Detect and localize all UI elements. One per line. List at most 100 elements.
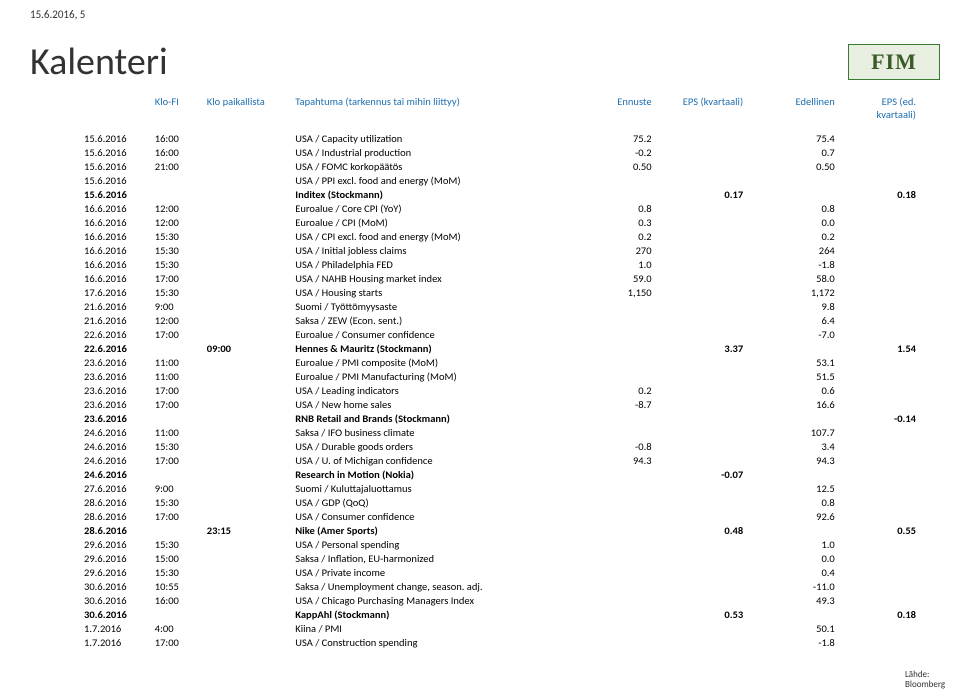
cell-fi: 15:30: [151, 537, 203, 551]
cell-pk: [203, 467, 291, 481]
cell-ev: Hennes & Mauritz (Stockmann): [291, 341, 593, 355]
cell-eps: [656, 481, 748, 495]
cell-en: 0.8: [593, 201, 655, 215]
cell-pk: [203, 201, 291, 215]
cell-eps: [656, 565, 748, 579]
cell-d: 15.6.2016: [80, 173, 151, 187]
fim-logo: FIM: [848, 44, 940, 80]
cell-fi: 15:30: [151, 257, 203, 271]
cell-en: [593, 355, 655, 369]
cell-d: 29.6.2016: [80, 537, 151, 551]
cell-d: 29.6.2016: [80, 565, 151, 579]
cell-pk: [203, 593, 291, 607]
cell-pk: [203, 257, 291, 271]
table-row: 16.6.201615:30USA / Philadelphia FED1.0-…: [80, 257, 920, 271]
cell-ed: [747, 523, 839, 537]
cell-en: [593, 537, 655, 551]
cell-ev: USA / New home sales: [291, 397, 593, 411]
cell-en: [593, 495, 655, 509]
cell-pk: [203, 383, 291, 397]
cell-en: [593, 607, 655, 621]
cell-d: 22.6.2016: [80, 341, 151, 355]
cell-eps: [656, 509, 748, 523]
cell-ed: 58.0: [747, 271, 839, 285]
cell-pk: [203, 537, 291, 551]
cell-ek: 0.55: [839, 523, 920, 537]
cell-ed: [747, 467, 839, 481]
cell-ek: [839, 537, 920, 551]
cell-ek: [839, 621, 920, 635]
cell-ek: [839, 243, 920, 257]
cell-d: 24.6.2016: [80, 453, 151, 467]
col-klopaik: Klo paikallista: [203, 89, 291, 131]
cell-d: 28.6.2016: [80, 495, 151, 509]
cell-eps: [656, 383, 748, 397]
cell-fi: [151, 467, 203, 481]
cell-ev: USA / PPI excl. food and energy (MoM): [291, 173, 593, 187]
cell-fi: 15:30: [151, 439, 203, 453]
cell-ev: Suomi / Työttömyysaste: [291, 299, 593, 313]
cell-ev: RNB Retail and Brands (Stockmann): [291, 411, 593, 425]
cell-fi: 17:00: [151, 271, 203, 285]
table-row: 15.6.2016Inditex (Stockmann)0.170.18: [80, 187, 920, 201]
cell-ek: [839, 299, 920, 313]
cell-pk: [203, 551, 291, 565]
cell-ek: [839, 593, 920, 607]
cell-eps: [656, 369, 748, 383]
cell-pk: [203, 313, 291, 327]
cell-ed: -1.8: [747, 635, 839, 649]
cell-ek: [839, 145, 920, 159]
cell-ed: 1.0: [747, 537, 839, 551]
cell-eps: [656, 131, 748, 145]
col-event: Tapahtuma (tarkennus tai mihin liittyy): [291, 89, 593, 131]
cell-ed: -1.8: [747, 257, 839, 271]
cell-pk: [203, 439, 291, 453]
cell-ev: Saksa / IFO business climate: [291, 425, 593, 439]
cell-en: -8.7: [593, 397, 655, 411]
cell-d: 16.6.2016: [80, 257, 151, 271]
cell-en: [593, 593, 655, 607]
cell-ed: 6.4: [747, 313, 839, 327]
table-row: 21.6.20169:00Suomi / Työttömyysaste9.8: [80, 299, 920, 313]
cell-eps: [656, 579, 748, 593]
cell-fi: 15:00: [151, 551, 203, 565]
cell-ek: [839, 355, 920, 369]
cell-fi: 9:00: [151, 481, 203, 495]
cell-fi: 15:30: [151, 229, 203, 243]
cell-fi: [151, 411, 203, 425]
cell-ek: 0.18: [839, 187, 920, 201]
cell-d: 17.6.2016: [80, 285, 151, 299]
cell-eps: [656, 201, 748, 215]
cell-en: [593, 341, 655, 355]
cell-ek: [839, 131, 920, 145]
cell-en: 1.0: [593, 257, 655, 271]
cell-pk: [203, 159, 291, 173]
cell-eps: [656, 159, 748, 173]
cell-fi: 21:00: [151, 159, 203, 173]
cell-fi: 17:00: [151, 453, 203, 467]
cell-eps: [656, 537, 748, 551]
cell-ek: [839, 565, 920, 579]
cell-pk: [203, 243, 291, 257]
cell-fi: [151, 341, 203, 355]
cell-ed: 0.8: [747, 201, 839, 215]
col-klofi: Klo-FI: [151, 89, 203, 131]
cell-d: 24.6.2016: [80, 467, 151, 481]
table-row: 28.6.201623:15Nike (Amer Sports)0.480.55: [80, 523, 920, 537]
cell-fi: 9:00: [151, 299, 203, 313]
cell-ek: [839, 453, 920, 467]
cell-ev: Euroalue / Consumer confidence: [291, 327, 593, 341]
cell-ev: USA / Capacity utilization: [291, 131, 593, 145]
cell-fi: [151, 187, 203, 201]
cell-eps: [656, 621, 748, 635]
table-row: 16.6.201612:00Euroalue / CPI (MoM)0.30.0: [80, 215, 920, 229]
cell-ev: Nike (Amer Sports): [291, 523, 593, 537]
cell-ed: -7.0: [747, 327, 839, 341]
cell-ev: USA / CPI excl. food and energy (MoM): [291, 229, 593, 243]
table-row: 1.7.201617:00USA / Construction spending…: [80, 635, 920, 649]
cell-ek: [839, 579, 920, 593]
table-row: 27.6.20169:00Suomi / Kuluttajaluottamus1…: [80, 481, 920, 495]
cell-pk: [203, 397, 291, 411]
cell-d: 24.6.2016: [80, 439, 151, 453]
cell-ek: [839, 257, 920, 271]
